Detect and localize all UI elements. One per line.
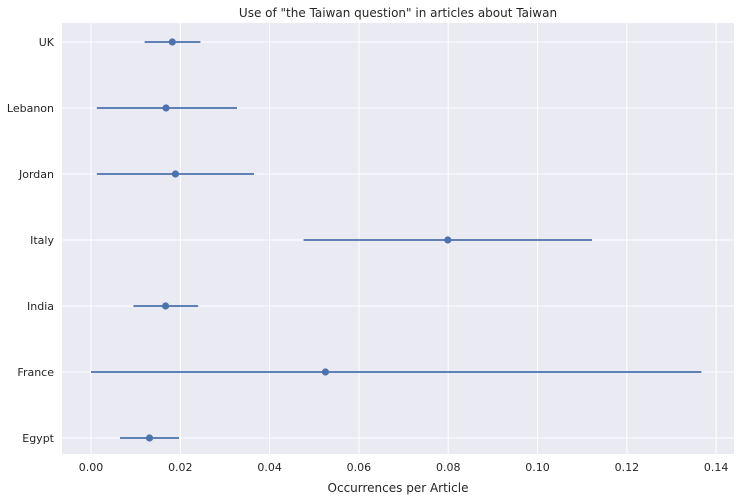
- x-tick-label: 0.14: [704, 461, 729, 474]
- data-point: [145, 434, 154, 442]
- plot-background: [62, 23, 734, 454]
- data-point: [162, 104, 170, 112]
- data-point: [168, 38, 176, 46]
- x-tick-label: 0.12: [615, 461, 640, 474]
- data-point: [171, 170, 180, 178]
- chart-title: Use of "the Taiwan question" in articles…: [239, 6, 557, 20]
- tick-labels: 0.00 0.02 0.04 0.06 0.08 0.10 0.12 0.14 UK Lebano…: [7, 36, 728, 474]
- y-tick-label: Egypt: [22, 432, 54, 445]
- data-point: [444, 236, 452, 244]
- x-axis-label: Occurrences per Article: [328, 481, 469, 495]
- data-marks: [91, 38, 702, 442]
- data-point: [321, 368, 330, 376]
- y-tick-label: Lebanon: [7, 102, 54, 115]
- x-tick-label: 0.04: [257, 461, 282, 474]
- data-point: [161, 302, 170, 310]
- y-tick-label: UK: [39, 36, 55, 49]
- y-tick-label: Italy: [30, 234, 54, 247]
- x-tick-label: 0.10: [525, 461, 550, 474]
- y-tick-label: India: [27, 300, 54, 313]
- x-tick-label: 0.08: [436, 461, 461, 474]
- x-tick-label: 0.02: [168, 461, 193, 474]
- y-tick-label: France: [17, 366, 54, 379]
- x-tick-label: 0.00: [79, 461, 104, 474]
- x-tick-label: 0.06: [347, 461, 372, 474]
- y-tick-label: Jordan: [18, 168, 54, 181]
